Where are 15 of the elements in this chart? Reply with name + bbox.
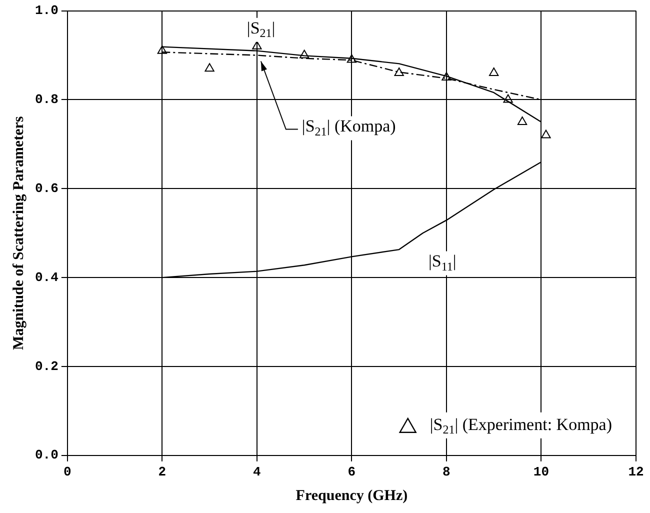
y-tick-label: 0.4	[35, 270, 59, 285]
y-tick-label: 0.0	[35, 448, 59, 463]
x-tick-label: 2	[158, 464, 166, 480]
y-tick-label: 0.8	[35, 92, 59, 107]
x-tick-label: 0	[64, 464, 72, 480]
y-axis-title: Magnitude of Scattering Parameters	[10, 116, 27, 350]
y-tick-label: 1.0	[35, 3, 59, 18]
x-tick-label: 6	[348, 464, 356, 480]
x-tick-label: 8	[442, 464, 451, 480]
x-tick-label: 12	[628, 464, 644, 480]
y-tick-label: 0.6	[35, 180, 59, 196]
x-tick-label: 10	[533, 464, 550, 480]
x-tick-label: 4	[253, 464, 262, 480]
x-axis-title: Frequency (GHz)	[296, 488, 408, 504]
y-tick-label: 0.2	[35, 358, 59, 374]
